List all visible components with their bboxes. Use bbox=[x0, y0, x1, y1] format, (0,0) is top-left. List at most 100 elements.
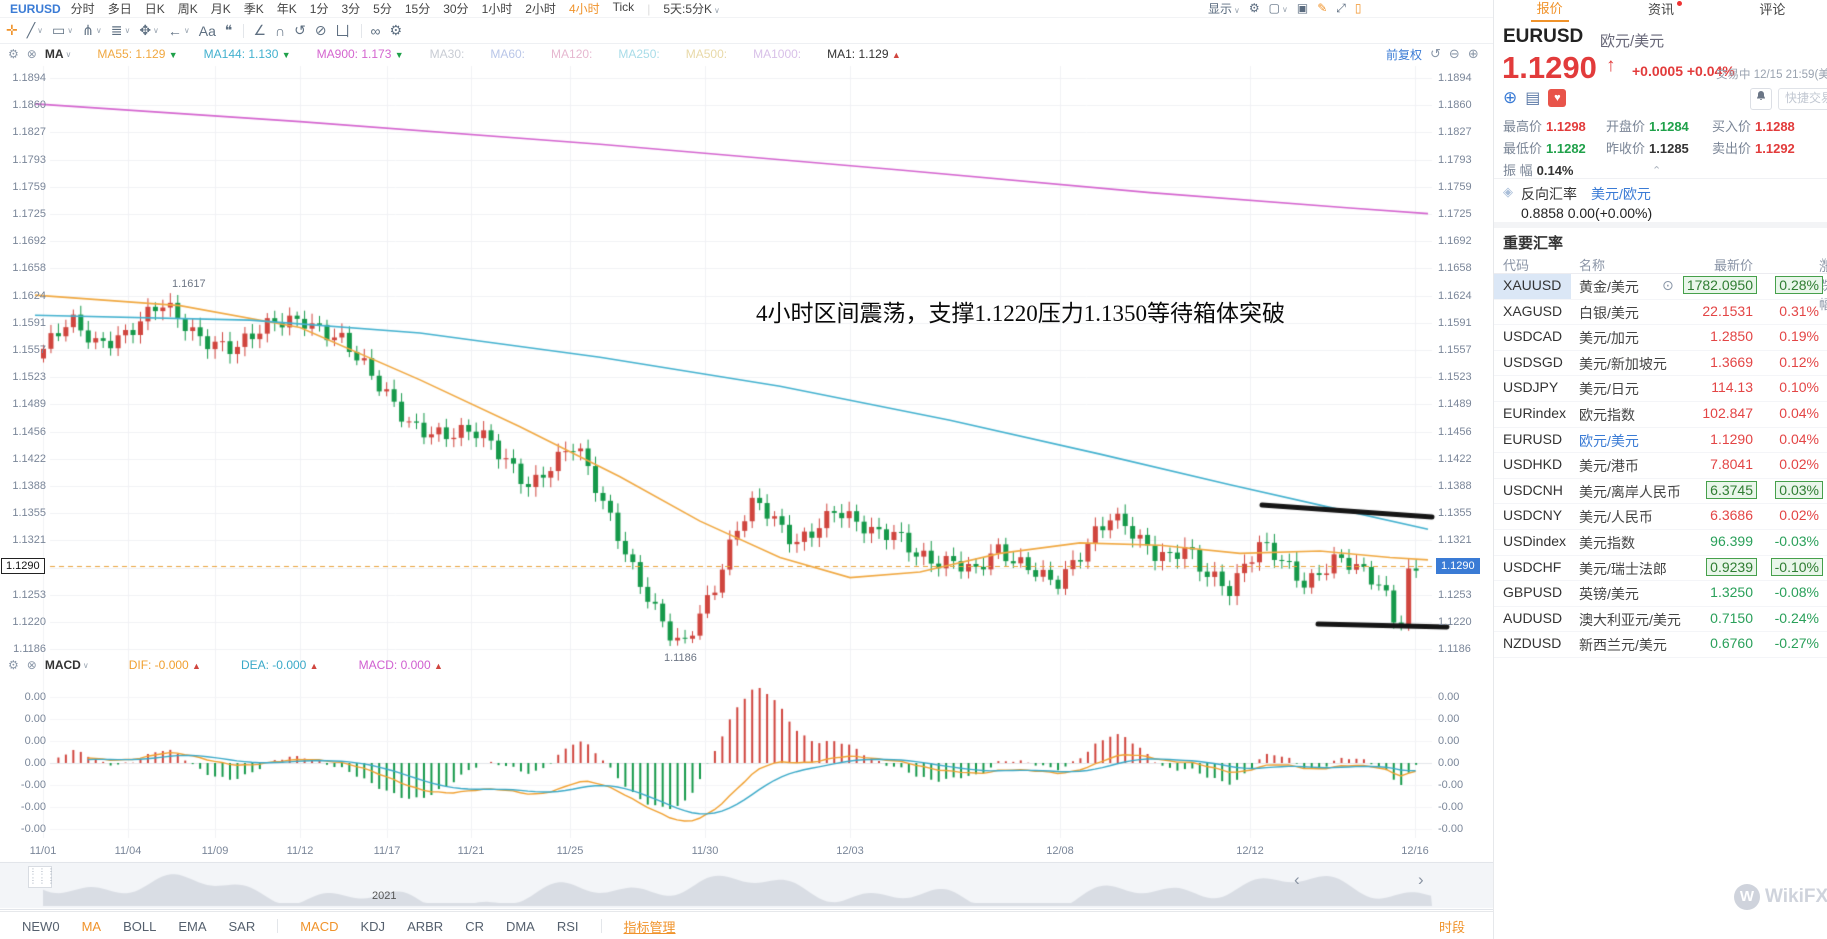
magnet-tool[interactable]: ∩ bbox=[275, 22, 286, 39]
screenshot-icon[interactable]: ▣ bbox=[1296, 1, 1309, 15]
undo-icon[interactable]: ↺ bbox=[1430, 46, 1441, 61]
timeframe-1小时[interactable]: 1小时 bbox=[481, 2, 513, 16]
gear-icon[interactable]: ⚙ bbox=[8, 658, 19, 672]
ma-indicator-name[interactable]: MA bbox=[44, 47, 64, 61]
mobile-icon[interactable]: ▯ bbox=[1354, 1, 1362, 15]
indicator-RSI[interactable]: RSI bbox=[556, 918, 579, 934]
channel-tool[interactable]: ⋔ ∨ bbox=[82, 22, 102, 38]
indicator-MA[interactable]: MA bbox=[81, 918, 102, 934]
gear-icon[interactable]: ⚙ bbox=[8, 47, 19, 61]
chart-canvas[interactable] bbox=[0, 0, 1493, 939]
ma-faded-label[interactable]: MA1000: bbox=[753, 47, 802, 61]
table-row-USDCHF[interactable]: USDCHF 美元/瑞士法郎 0.9239 -0.10% bbox=[1494, 556, 1827, 582]
tab-报价[interactable]: 报价 bbox=[1530, 0, 1569, 22]
session-link[interactable]: 时段 bbox=[1438, 919, 1465, 935]
chevron-down-icon[interactable]: ∨ bbox=[65, 49, 72, 59]
comment-tool[interactable]: ❝ bbox=[224, 22, 233, 38]
indicator-KDJ[interactable]: KDJ bbox=[360, 918, 386, 934]
indicator-BOLL[interactable]: BOLL bbox=[123, 918, 157, 934]
table-row-GBPUSD[interactable]: GBPUSD 英镑/美元 1.3250 -0.08% bbox=[1494, 581, 1827, 607]
indicator-CR[interactable]: CR bbox=[465, 918, 484, 934]
table-row-EURUSD[interactable]: EURUSD 欧元/美元 1.1290 0.04% bbox=[1494, 428, 1827, 454]
indicator-MACD[interactable]: MACD bbox=[300, 918, 339, 934]
timeframe-季K[interactable]: 季K bbox=[243, 2, 264, 16]
settings-tool[interactable]: ⚙ bbox=[389, 22, 403, 38]
timeframe-分时[interactable]: 分时 bbox=[70, 2, 95, 16]
chevron-down-icon[interactable]: ∨ bbox=[82, 660, 89, 670]
arrow-tool[interactable]: ← ∨ bbox=[167, 22, 190, 39]
scroll-left-icon[interactable]: ‹ bbox=[1294, 870, 1300, 889]
ma1-value-label[interactable]: MA1: 1.129 ▲ bbox=[827, 47, 901, 61]
table-row-EURindex[interactable]: EURindex 欧元指数 102.847 0.04% bbox=[1494, 402, 1827, 428]
table-row-USDJPY[interactable]: USDJPY 美元/日元 114.13 0.10% bbox=[1494, 376, 1827, 402]
indicator-manage-link[interactable]: 指标管理 bbox=[623, 919, 676, 935]
gear-icon[interactable]: ⚙ bbox=[1248, 1, 1260, 15]
table-row-XAUUSD[interactable]: XAUUSD 黄金/美元 ⊙ 1782.0950 0.28% bbox=[1494, 274, 1827, 300]
timeframe-周K[interactable]: 周K bbox=[177, 2, 198, 16]
timeframe-多日[interactable]: 多日 bbox=[107, 2, 132, 16]
alert-bell-icon[interactable] bbox=[1750, 88, 1772, 110]
trash-tool[interactable]: 凵 bbox=[335, 22, 350, 39]
table-row-XAGUSD[interactable]: XAGUSD 白银/美元 22.1531 0.31% bbox=[1494, 300, 1827, 326]
timeframe-日K[interactable]: 日K bbox=[144, 2, 165, 16]
forward-adjust-link[interactable]: 前复权 bbox=[1386, 47, 1423, 62]
table-row-USDindex[interactable]: USDindex 美元指数 96.399 -0.03% bbox=[1494, 530, 1827, 556]
compound-timeframe[interactable]: 5天:5分K ∨ bbox=[663, 2, 720, 16]
shape-tool[interactable]: ▭ ∨ bbox=[52, 22, 74, 38]
timeframe-4小时[interactable]: 4小时 bbox=[568, 2, 600, 16]
tab-评论[interactable]: 评论 bbox=[1759, 2, 1786, 17]
note-icon[interactable]: ▤ bbox=[1525, 90, 1541, 107]
col-name[interactable]: 名称 bbox=[1579, 258, 1606, 273]
angle-tool[interactable]: ∠ bbox=[253, 22, 266, 38]
timeframe-30分[interactable]: 30分 bbox=[443, 2, 469, 16]
table-row-USDCAD[interactable]: USDCAD 美元/加元 1.2850 0.19% bbox=[1494, 325, 1827, 351]
table-row-AUDUSD[interactable]: AUDUSD 澳大利亚元/美元 0.7150 -0.24% bbox=[1494, 607, 1827, 633]
refresh-tool[interactable]: ↺ bbox=[294, 22, 306, 38]
indicator-EMA[interactable]: EMA bbox=[178, 918, 207, 934]
text-tool[interactable]: Aa bbox=[198, 22, 216, 39]
drag-handle-icon[interactable]: ⋮⋮⋮ ⋮⋮⋮ bbox=[28, 866, 55, 888]
indicator-ARBR[interactable]: ARBR bbox=[407, 918, 444, 934]
timeframe-5分[interactable]: 5分 bbox=[373, 2, 392, 16]
ma-faded-label[interactable]: MA250: bbox=[618, 47, 660, 61]
quick-trade-button[interactable]: 快捷交易 bbox=[1778, 88, 1827, 110]
favorite-heart-icon[interactable]: ♥ bbox=[1548, 89, 1567, 107]
ma-value-label[interactable]: MA55: 1.129 ▼ bbox=[97, 47, 178, 61]
ma-faded-label[interactable]: MA60: bbox=[490, 47, 526, 61]
layout-icon[interactable]: ▢ ∨ bbox=[1268, 1, 1288, 15]
globe-icon[interactable]: ⊕ bbox=[1503, 88, 1518, 107]
compare-tool[interactable]: ∞ bbox=[370, 22, 381, 39]
close-icon[interactable]: ⊗ bbox=[26, 658, 37, 672]
trendline-tool[interactable]: ╱ ∨ bbox=[26, 22, 44, 38]
move-tool[interactable]: ✛ bbox=[6, 22, 18, 38]
table-row-NZDUSD[interactable]: NZDUSD 新西兰元/美元 0.6760 -0.27% bbox=[1494, 632, 1827, 658]
table-row-USDHKD[interactable]: USDHKD 美元/港币 7.8041 0.02% bbox=[1494, 453, 1827, 479]
timeframe-年K[interactable]: 年K bbox=[276, 2, 297, 16]
expand-icon[interactable]: ⤢ bbox=[1336, 1, 1346, 15]
ma-faded-label[interactable]: MA500: bbox=[685, 47, 728, 61]
timeframe-1分[interactable]: 1分 bbox=[309, 2, 329, 16]
timeframe-Tick[interactable]: Tick bbox=[612, 0, 635, 14]
timeframe-2小时[interactable]: 2小时 bbox=[525, 2, 556, 16]
pencil-icon[interactable]: ✎ bbox=[1317, 1, 1328, 15]
annotation-tool[interactable]: ≣ ∨ bbox=[110, 22, 131, 38]
indicator-SAR[interactable]: SAR bbox=[228, 918, 256, 934]
ma-faded-label[interactable]: MA120: bbox=[551, 47, 593, 61]
display-menu[interactable]: 显示 ∨ bbox=[1208, 2, 1240, 16]
ma-faded-label[interactable]: MA30: bbox=[429, 47, 465, 61]
collapse-chevron-icon[interactable]: ⌃ bbox=[1652, 165, 1662, 177]
ma-value-label[interactable]: MA144: 1.130 ▼ bbox=[203, 47, 291, 61]
col-last[interactable]: 最新价 bbox=[1713, 258, 1753, 273]
macd-indicator-name[interactable]: MACD bbox=[44, 658, 81, 672]
close-icon[interactable]: ⊗ bbox=[26, 47, 37, 61]
tab-资讯[interactable]: 资讯 bbox=[1642, 0, 1682, 21]
table-row-USDSGD[interactable]: USDSGD 美元/新加坡元 1.3669 0.12% bbox=[1494, 351, 1827, 377]
table-row-USDCNY[interactable]: USDCNY 美元/人民币 6.3686 0.02% bbox=[1494, 504, 1827, 530]
scroll-right-icon[interactable]: › bbox=[1418, 870, 1424, 889]
inverse-rate-pair-link[interactable]: 美元/欧元 bbox=[1591, 186, 1651, 202]
timeframe-3分[interactable]: 3分 bbox=[341, 2, 361, 16]
position-tool[interactable]: ✥ ∨ bbox=[139, 22, 159, 38]
ban-tool[interactable]: ⊘ bbox=[314, 22, 327, 38]
table-row-USDCNH[interactable]: USDCNH 美元/离岸人民币 6.3745 0.03% bbox=[1494, 479, 1827, 505]
zoom-in-icon[interactable]: ⊕ bbox=[1467, 46, 1479, 61]
